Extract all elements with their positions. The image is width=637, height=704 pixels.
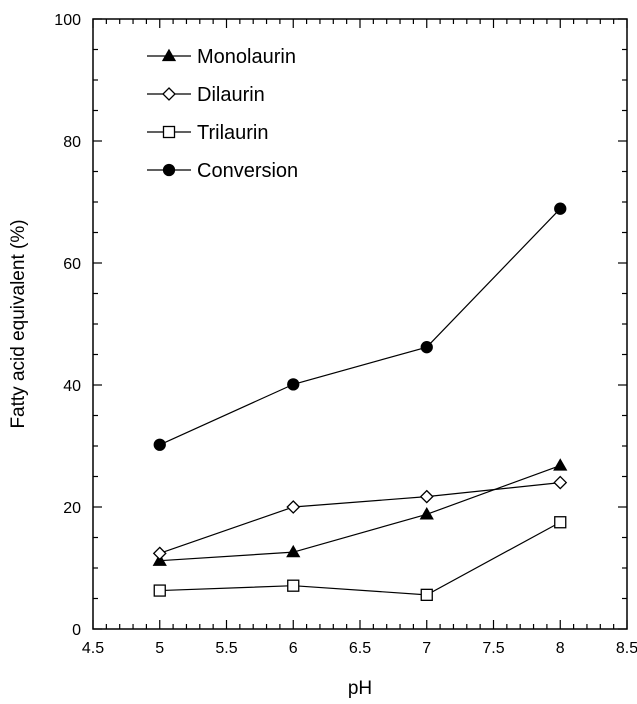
legend-item-monolaurin: Monolaurin <box>147 46 296 68</box>
series-trilaurin <box>153 516 567 601</box>
trilaurin-point <box>153 584 166 597</box>
dilaurin-point <box>286 500 301 514</box>
x-tick-label: 8.5 <box>616 640 637 657</box>
y-tick-label: 20 <box>63 500 81 517</box>
x-tick-label: 6 <box>289 640 298 657</box>
y-tick-label: 100 <box>54 12 81 29</box>
x-tick-label: 4.5 <box>82 640 104 657</box>
legend-item-conversion: Conversion <box>147 160 298 182</box>
x-tick-label: 8 <box>556 640 565 657</box>
series-dilaurin <box>152 475 568 561</box>
monolaurin-line <box>159 464 561 562</box>
trilaurin-point <box>287 579 300 592</box>
legend-marker-trilaurin <box>162 125 176 139</box>
y-tick-label: 60 <box>63 256 81 273</box>
x-tick-label: 5.5 <box>215 640 237 657</box>
conversion-line <box>159 208 561 446</box>
plot-frame <box>92 18 628 630</box>
legend-label: Trilaurin <box>197 122 269 144</box>
dilaurin-point <box>419 489 434 504</box>
conversion-point <box>554 202 567 215</box>
plot-area <box>92 18 628 630</box>
series-monolaurin <box>152 458 568 566</box>
x-tick-label: 7.5 <box>482 640 504 657</box>
legend-marker-dilaurin <box>162 87 176 101</box>
monolaurin-point <box>286 544 301 558</box>
legend-label: Monolaurin <box>197 46 296 68</box>
series-conversion <box>153 202 567 451</box>
conversion-point <box>153 438 166 451</box>
x-axis-title: pH <box>348 678 372 699</box>
x-tick-label: 6.5 <box>349 640 371 657</box>
trilaurin-point <box>420 588 433 601</box>
legend-item-trilaurin: Trilaurin <box>147 122 269 144</box>
legend: Monolaurin Dilaurin Trilaurin Conversion <box>147 46 298 182</box>
legend-marker-conversion <box>162 163 176 177</box>
dilaurin-point <box>152 546 167 561</box>
legend-marker-monolaurin <box>161 48 177 62</box>
conversion-point <box>420 341 433 354</box>
legend-item-dilaurin: Dilaurin <box>147 84 265 106</box>
x-tick-label: 7 <box>422 640 431 657</box>
dilaurin-point <box>553 475 568 490</box>
trilaurin-point <box>554 516 567 529</box>
y-tick-label: 80 <box>63 134 81 151</box>
y-tick-label: 0 <box>72 622 81 639</box>
legend-label: Dilaurin <box>197 84 265 106</box>
trilaurin-line <box>159 521 561 596</box>
x-axis: 4.5 5 5.5 6 6.5 7 7.5 8 8.5 <box>82 19 637 657</box>
x-tick-label: 5 <box>155 640 164 657</box>
conversion-point <box>287 378 300 391</box>
y-axis-title: Fatty acid equivalent (%) <box>8 219 29 428</box>
series-layer <box>152 202 568 601</box>
y-axis: 0 20 40 60 80 100 <box>54 12 627 639</box>
legend-label: Conversion <box>197 160 298 182</box>
monolaurin-point <box>553 458 568 471</box>
y-tick-label: 40 <box>63 378 81 395</box>
monolaurin-point <box>419 507 434 520</box>
dilaurin-line <box>159 482 561 554</box>
